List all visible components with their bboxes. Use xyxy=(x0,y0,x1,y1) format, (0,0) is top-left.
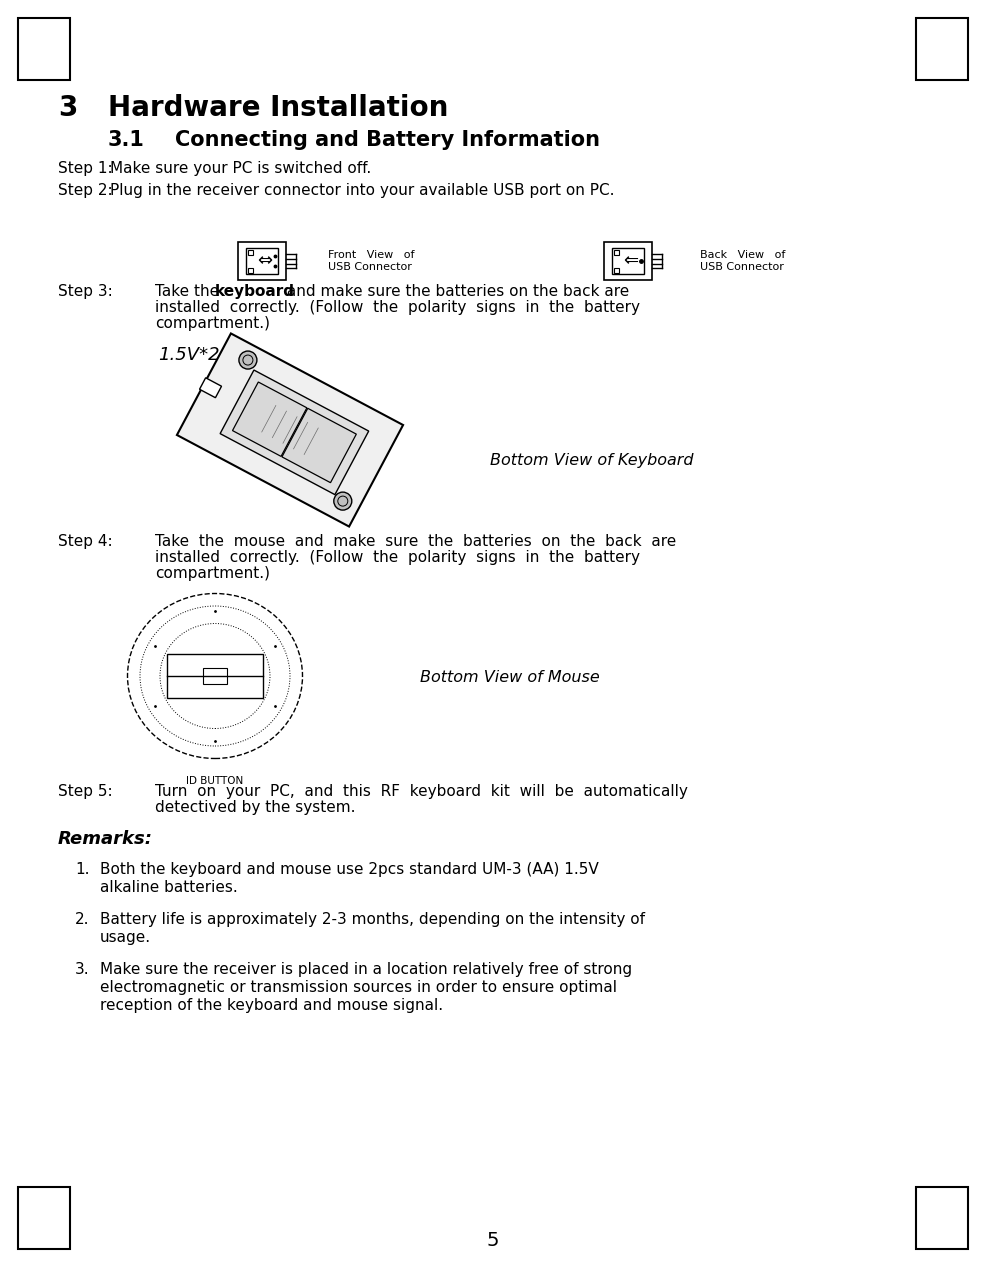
Bar xyxy=(18,1187,70,1249)
Bar xyxy=(18,18,70,80)
Text: Hardware Installation: Hardware Installation xyxy=(108,94,449,122)
Ellipse shape xyxy=(127,593,303,759)
Text: installed  correctly.  (Follow  the  polarity  signs  in  the  battery: installed correctly. (Follow the polarit… xyxy=(155,300,640,315)
Bar xyxy=(238,242,286,280)
Bar xyxy=(916,18,968,80)
Text: 1.: 1. xyxy=(75,862,90,877)
Bar xyxy=(203,668,227,684)
Text: Battery life is approximately 2-3 months, depending on the intensity of: Battery life is approximately 2-3 months… xyxy=(100,912,645,927)
Ellipse shape xyxy=(160,623,270,729)
Text: and make sure the batteries on the back are: and make sure the batteries on the back … xyxy=(282,284,629,299)
Text: installed  correctly.  (Follow  the  polarity  signs  in  the  battery: installed correctly. (Follow the polarit… xyxy=(155,550,640,565)
Text: Make sure the receiver is placed in a location relatively free of strong: Make sure the receiver is placed in a lo… xyxy=(100,962,632,977)
Text: Step 1:: Step 1: xyxy=(58,161,112,176)
Text: 3.1: 3.1 xyxy=(108,131,145,150)
Bar xyxy=(614,250,619,255)
Bar xyxy=(612,248,644,274)
Text: alkaline batteries.: alkaline batteries. xyxy=(100,881,238,895)
Text: Step 4:: Step 4: xyxy=(58,533,112,549)
Text: reception of the keyboard and mouse signal.: reception of the keyboard and mouse sign… xyxy=(100,998,443,1014)
Text: Step 2:: Step 2: xyxy=(58,182,112,198)
Text: Remarks:: Remarks: xyxy=(58,830,153,848)
Text: 3.: 3. xyxy=(75,962,90,977)
Polygon shape xyxy=(233,383,307,456)
Text: Take the: Take the xyxy=(155,284,224,299)
Text: ⇐: ⇐ xyxy=(623,252,639,270)
Polygon shape xyxy=(176,333,403,527)
Bar xyxy=(614,267,619,272)
Text: Plug in the receiver connector into your available USB port on PC.: Plug in the receiver connector into your… xyxy=(110,182,614,198)
Text: Step 3:: Step 3: xyxy=(58,284,112,299)
Circle shape xyxy=(239,351,257,369)
Polygon shape xyxy=(282,408,356,483)
Text: ID BUTTON: ID BUTTON xyxy=(186,775,244,786)
Bar xyxy=(167,654,263,698)
Bar xyxy=(248,250,253,255)
Text: detectived by the system.: detectived by the system. xyxy=(155,799,356,815)
Text: Step 5:: Step 5: xyxy=(58,784,112,799)
Bar xyxy=(604,242,652,280)
Polygon shape xyxy=(199,378,222,398)
Text: USB Connector: USB Connector xyxy=(700,262,784,272)
Text: electromagnetic or transmission sources in order to ensure optimal: electromagnetic or transmission sources … xyxy=(100,979,617,995)
Text: ⇔: ⇔ xyxy=(257,252,272,270)
Text: Both the keyboard and mouse use 2pcs standard UM-3 (AA) 1.5V: Both the keyboard and mouse use 2pcs sta… xyxy=(100,862,599,877)
Text: Turn  on  your  PC,  and  this  RF  keyboard  kit  will  be  automatically: Turn on your PC, and this RF keyboard ki… xyxy=(155,784,688,799)
Text: Bottom View of Keyboard: Bottom View of Keyboard xyxy=(490,452,693,468)
Text: Bottom View of Mouse: Bottom View of Mouse xyxy=(420,670,599,685)
Text: Make sure your PC is switched off.: Make sure your PC is switched off. xyxy=(110,161,372,176)
Text: keyboard: keyboard xyxy=(215,284,295,299)
Ellipse shape xyxy=(140,606,290,746)
Text: Back   View   of: Back View of xyxy=(700,250,786,260)
Bar xyxy=(246,248,278,274)
Text: 3: 3 xyxy=(58,94,77,122)
Text: Connecting and Battery Information: Connecting and Battery Information xyxy=(175,131,600,150)
Bar xyxy=(248,267,253,272)
Text: 5: 5 xyxy=(487,1230,499,1249)
Text: 2.: 2. xyxy=(75,912,90,927)
Text: Take  the  mouse  and  make  sure  the  batteries  on  the  back  are: Take the mouse and make sure the batteri… xyxy=(155,533,676,549)
Text: 1.5V*2: 1.5V*2 xyxy=(158,346,220,364)
Text: Front   View   of: Front View of xyxy=(328,250,414,260)
Polygon shape xyxy=(220,370,369,494)
Circle shape xyxy=(334,492,352,511)
Text: usage.: usage. xyxy=(100,930,151,945)
Text: compartment.): compartment.) xyxy=(155,315,270,331)
Text: compartment.): compartment.) xyxy=(155,566,270,582)
Text: USB Connector: USB Connector xyxy=(328,262,412,272)
Bar xyxy=(916,1187,968,1249)
